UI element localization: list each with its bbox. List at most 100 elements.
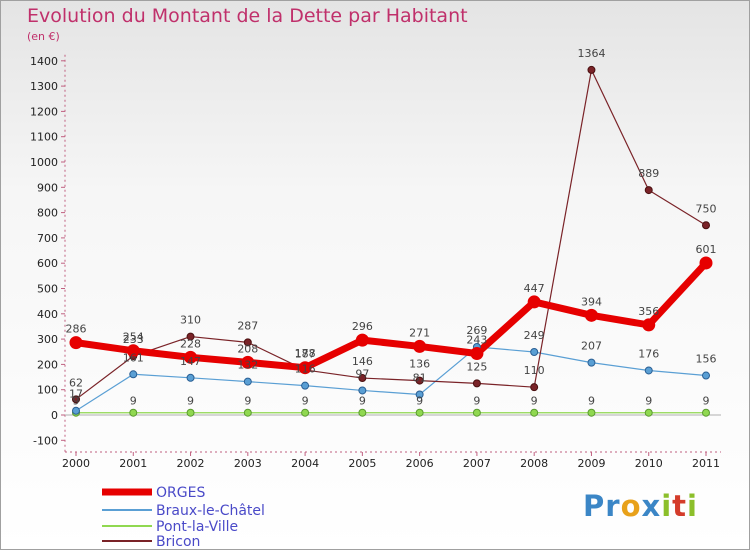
data-label: 62 xyxy=(69,376,83,389)
data-label: 249 xyxy=(524,329,545,342)
data-label: 228 xyxy=(180,337,201,350)
data-point xyxy=(186,332,195,341)
data-label: 286 xyxy=(66,323,87,336)
data-point xyxy=(72,395,80,404)
data-label: 9 xyxy=(359,395,366,408)
series-line xyxy=(75,346,707,412)
y-tick-label: 0 xyxy=(51,409,58,422)
data-label: 1364 xyxy=(577,47,605,60)
data-label: 9 xyxy=(473,395,480,408)
data-label: 208 xyxy=(237,342,258,355)
data-point xyxy=(69,336,83,350)
data-label: 271 xyxy=(409,326,430,339)
data-label: 81 xyxy=(413,372,427,385)
x-tick-label: 2006 xyxy=(406,457,434,470)
data-point xyxy=(355,333,369,347)
x-tick-label: 2005 xyxy=(348,457,376,470)
data-point xyxy=(415,390,424,399)
data-label: 17 xyxy=(69,388,83,401)
data-label: 146 xyxy=(352,355,373,368)
data-label: 110 xyxy=(524,364,545,377)
data-label: 9 xyxy=(187,395,194,408)
data-label: 394 xyxy=(581,295,602,308)
data-label: 310 xyxy=(180,314,201,327)
data-label: 156 xyxy=(696,353,717,366)
data-label: 207 xyxy=(581,340,602,353)
y-tick-label: -100 xyxy=(33,434,58,447)
data-label: 178 xyxy=(295,347,316,360)
y-tick-label: 1400 xyxy=(30,55,58,68)
data-point xyxy=(470,347,484,361)
y-tick-label: 400 xyxy=(37,308,58,321)
data-point xyxy=(186,373,195,382)
data-point xyxy=(415,376,424,385)
data-point xyxy=(298,361,312,375)
y-tick-label: 100 xyxy=(37,384,58,397)
legend-label: Pont-la-Ville xyxy=(156,519,238,535)
y-tick-label: 500 xyxy=(37,283,58,296)
x-tick-label: 2011 xyxy=(692,457,720,470)
data-point xyxy=(184,350,198,364)
data-point xyxy=(129,408,138,417)
data-point xyxy=(644,408,653,417)
data-label: 9 xyxy=(302,395,309,408)
data-point xyxy=(527,295,541,309)
data-point xyxy=(186,408,195,417)
data-label: 136 xyxy=(409,358,430,371)
data-label: 269 xyxy=(466,324,487,337)
data-label: 447 xyxy=(524,282,545,295)
data-point xyxy=(702,221,710,230)
data-label: 9 xyxy=(73,395,80,408)
data-point xyxy=(699,256,713,270)
data-label: 97 xyxy=(355,367,369,380)
data-label: 9 xyxy=(703,395,710,408)
data-label: 9 xyxy=(531,395,538,408)
data-label: 9 xyxy=(416,395,423,408)
y-tick-label: 900 xyxy=(37,181,58,194)
data-point xyxy=(72,406,80,415)
data-label: 9 xyxy=(645,395,652,408)
data-label: 132 xyxy=(237,359,258,372)
data-label: 125 xyxy=(466,360,487,373)
data-label: 233 xyxy=(123,333,144,346)
x-tick-label: 2004 xyxy=(291,457,319,470)
data-point xyxy=(358,408,367,417)
chart-unit-label: (en €) xyxy=(27,30,60,43)
y-tick-label: 800 xyxy=(37,207,58,220)
series-points xyxy=(69,65,713,417)
chart-title: Evolution du Montant de la Dette par Hab… xyxy=(27,5,468,27)
data-point xyxy=(587,358,596,367)
data-point xyxy=(241,355,255,369)
data-point xyxy=(126,344,140,358)
data-point xyxy=(415,408,424,417)
proxiti-logo: Proxiti xyxy=(583,489,698,523)
data-label: 9 xyxy=(244,395,251,408)
y-tick-label: 1000 xyxy=(30,156,58,169)
data-label: 750 xyxy=(696,202,717,215)
y-tick-label: 1300 xyxy=(30,80,58,93)
data-point xyxy=(530,383,539,392)
data-point xyxy=(587,408,596,417)
data-label: 243 xyxy=(466,334,487,347)
legend-label: ORGES xyxy=(156,485,205,501)
x-tick-label: 2003 xyxy=(234,457,262,470)
axes: -100 0 100 200 300 400 500 600 700 800 900 1000 1100… xyxy=(30,54,721,470)
data-point xyxy=(587,65,596,74)
data-point xyxy=(644,366,653,375)
data-label: 9 xyxy=(588,395,595,408)
legend-label: Bricon xyxy=(156,534,200,549)
data-label: 356 xyxy=(638,305,659,318)
data-label: 601 xyxy=(696,243,717,256)
y-tick-label: 1100 xyxy=(30,131,58,144)
data-point xyxy=(243,408,252,417)
data-point xyxy=(358,386,367,395)
data-point xyxy=(358,374,367,383)
legend-label: Braux-le-Châtel xyxy=(156,503,265,519)
x-tick-label: 2010 xyxy=(635,457,663,470)
data-label: 147 xyxy=(180,355,201,368)
x-tick-label: 2009 xyxy=(577,457,605,470)
